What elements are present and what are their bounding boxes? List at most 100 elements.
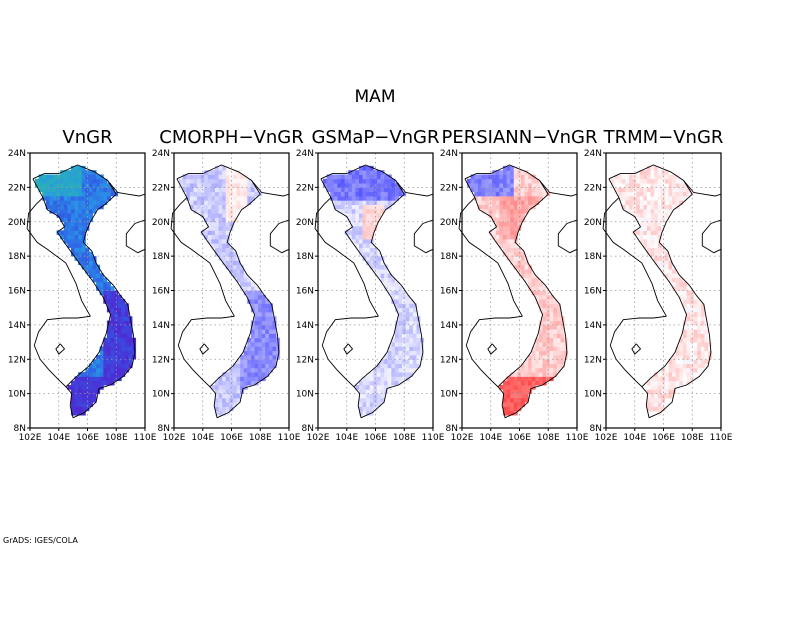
grid-cell	[240, 363, 245, 369]
grid-cell	[265, 354, 270, 360]
grid-cell	[74, 238, 79, 244]
grid-cell	[531, 286, 536, 291]
grid-cell	[103, 372, 108, 377]
grid-cell	[369, 217, 374, 223]
grid-cell	[351, 238, 356, 244]
grid-cell	[261, 329, 266, 334]
grid-cell	[492, 183, 497, 188]
grid-cell	[675, 372, 680, 377]
grid-cell	[49, 208, 54, 214]
grid-cell	[650, 397, 655, 403]
data-cells	[35, 165, 137, 416]
grid-cell	[538, 359, 543, 364]
grid-cell	[553, 316, 558, 321]
grid-cell	[506, 200, 511, 205]
grid-cell	[232, 174, 237, 180]
grid-cell	[664, 397, 669, 403]
grid-cell	[654, 410, 659, 416]
grid-cell	[646, 204, 651, 210]
grid-cell	[337, 178, 342, 184]
grid-cell	[207, 208, 212, 214]
grid-cell	[693, 372, 698, 377]
grid-cell	[49, 200, 54, 205]
grid-cell	[682, 372, 687, 377]
grid-cell	[207, 204, 212, 210]
grid-cell	[387, 359, 392, 364]
grid-cell	[513, 397, 518, 403]
grid-cell	[556, 320, 561, 326]
grid-cell	[240, 187, 245, 193]
grid-cell	[56, 204, 61, 210]
grid-cell	[214, 230, 219, 236]
grid-cell	[510, 187, 515, 193]
grid-cell	[380, 170, 385, 175]
grid-cell	[672, 359, 677, 364]
grid-cell	[250, 350, 255, 356]
grid-cell	[668, 385, 673, 390]
grid-cell	[254, 191, 259, 197]
grid-cell	[272, 324, 277, 330]
grid-cell	[481, 187, 486, 193]
grid-cell	[366, 174, 371, 180]
grid-cell	[236, 273, 241, 279]
grid-cell	[693, 324, 698, 330]
grid-cell	[70, 187, 75, 193]
grid-cell	[477, 200, 482, 205]
grid-cell	[63, 204, 68, 210]
grid-cell	[225, 208, 230, 214]
grid-cell	[398, 290, 403, 296]
grid-cell	[85, 221, 90, 227]
grid-cell	[85, 406, 90, 412]
grid-cell	[103, 337, 108, 343]
grid-cell	[96, 178, 101, 184]
grid-cell	[60, 234, 65, 240]
grid-cell	[106, 303, 111, 309]
grid-cell	[629, 191, 633, 197]
grid-cell	[524, 195, 529, 201]
grid-cell	[42, 174, 47, 180]
grid-cell	[254, 367, 259, 373]
grid-cell	[495, 187, 500, 193]
grid-cell	[524, 264, 529, 270]
grid-cell	[646, 243, 651, 248]
grid-cell	[265, 337, 270, 343]
grid-cell	[222, 226, 227, 231]
grid-cell	[502, 204, 507, 210]
grid-cell	[398, 191, 403, 197]
grid-cell	[70, 410, 75, 416]
grid-cell	[243, 354, 248, 360]
grid-cell	[110, 337, 115, 343]
grid-cell	[254, 380, 259, 386]
grid-cell	[92, 178, 97, 184]
grid-cell	[405, 320, 410, 326]
grid-cell	[81, 226, 86, 231]
grid-cell	[341, 208, 345, 214]
grid-cell	[207, 230, 212, 236]
grid-cell	[520, 187, 525, 193]
grid-cell	[67, 243, 72, 248]
grid-cell	[243, 191, 248, 197]
grid-cell	[650, 217, 655, 223]
grid-cell	[693, 333, 698, 339]
grid-cell	[81, 251, 86, 257]
grid-cell	[664, 178, 669, 184]
grid-cell	[646, 200, 651, 205]
grid-cell	[355, 200, 360, 205]
grid-cell	[380, 183, 385, 188]
grid-cell	[492, 187, 497, 193]
grid-cell	[88, 251, 93, 257]
grid-cell	[207, 200, 212, 205]
grid-cell	[672, 204, 677, 210]
grid-cell	[387, 354, 392, 360]
grid-cell	[132, 346, 137, 352]
grid-cell	[362, 406, 367, 412]
grid-cell	[553, 307, 558, 313]
grid-cell	[384, 277, 389, 283]
grid-cell	[391, 294, 396, 300]
grid-cell	[348, 208, 353, 214]
grid-cell	[394, 329, 399, 334]
grid-cell	[211, 178, 216, 184]
grid-cell	[646, 208, 651, 214]
grid-cell	[222, 247, 227, 253]
grid-cell	[229, 256, 234, 261]
